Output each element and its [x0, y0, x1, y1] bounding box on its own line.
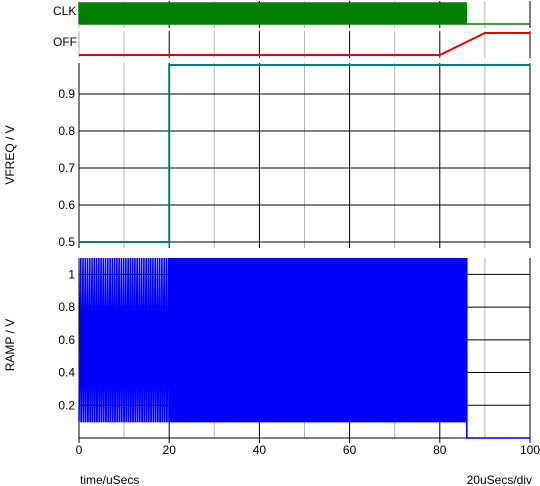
x-axis-label: time/uSecs: [80, 473, 139, 486]
vfreq-tick-label: 0.6: [58, 198, 75, 212]
ramp-x-tick-label: 20: [163, 443, 177, 457]
trace-layer: [78, 2, 530, 439]
vfreq-axis-label: VFREQ / V: [3, 125, 17, 184]
ramp-tick-label: 0.8: [58, 300, 75, 314]
ramp-tick-label: 0.2: [58, 398, 75, 412]
ramp-tick-label: 0.6: [58, 333, 75, 347]
ramp-x-tick-label: 80: [433, 443, 447, 457]
scale-per-division-label: 20uSecs/div: [467, 473, 532, 486]
clk-trace: [78, 2, 530, 25]
ramp-axis-label: RAMP / V: [3, 319, 17, 371]
vfreq-trace: [79, 64, 530, 243]
vfreq-tick-label: 0.7: [58, 161, 75, 175]
ramp-tick-label: 1: [68, 267, 75, 281]
ramp-x-tick-label: 0: [76, 443, 83, 457]
vfreq-tick-label: 0.5: [58, 235, 75, 249]
ramp-trace: [78, 257, 530, 439]
ramp-x-tick-label: 60: [343, 443, 357, 457]
ramp-tick-label: 0.4: [58, 366, 75, 380]
label-layer: CLK OFF VFREQ / V RAMP / V time/uSecs 20…: [3, 4, 540, 486]
ramp-x-tick-label: 40: [253, 443, 267, 457]
vfreq-tick-label: 0.9: [58, 87, 75, 101]
vfreq-tick-label: 0.8: [58, 124, 75, 138]
ramp-x-tick-label: 100: [520, 443, 540, 457]
off-trace-label: OFF: [53, 35, 77, 49]
clk-trace-label: CLK: [53, 4, 76, 18]
off-trace: [79, 32, 530, 56]
